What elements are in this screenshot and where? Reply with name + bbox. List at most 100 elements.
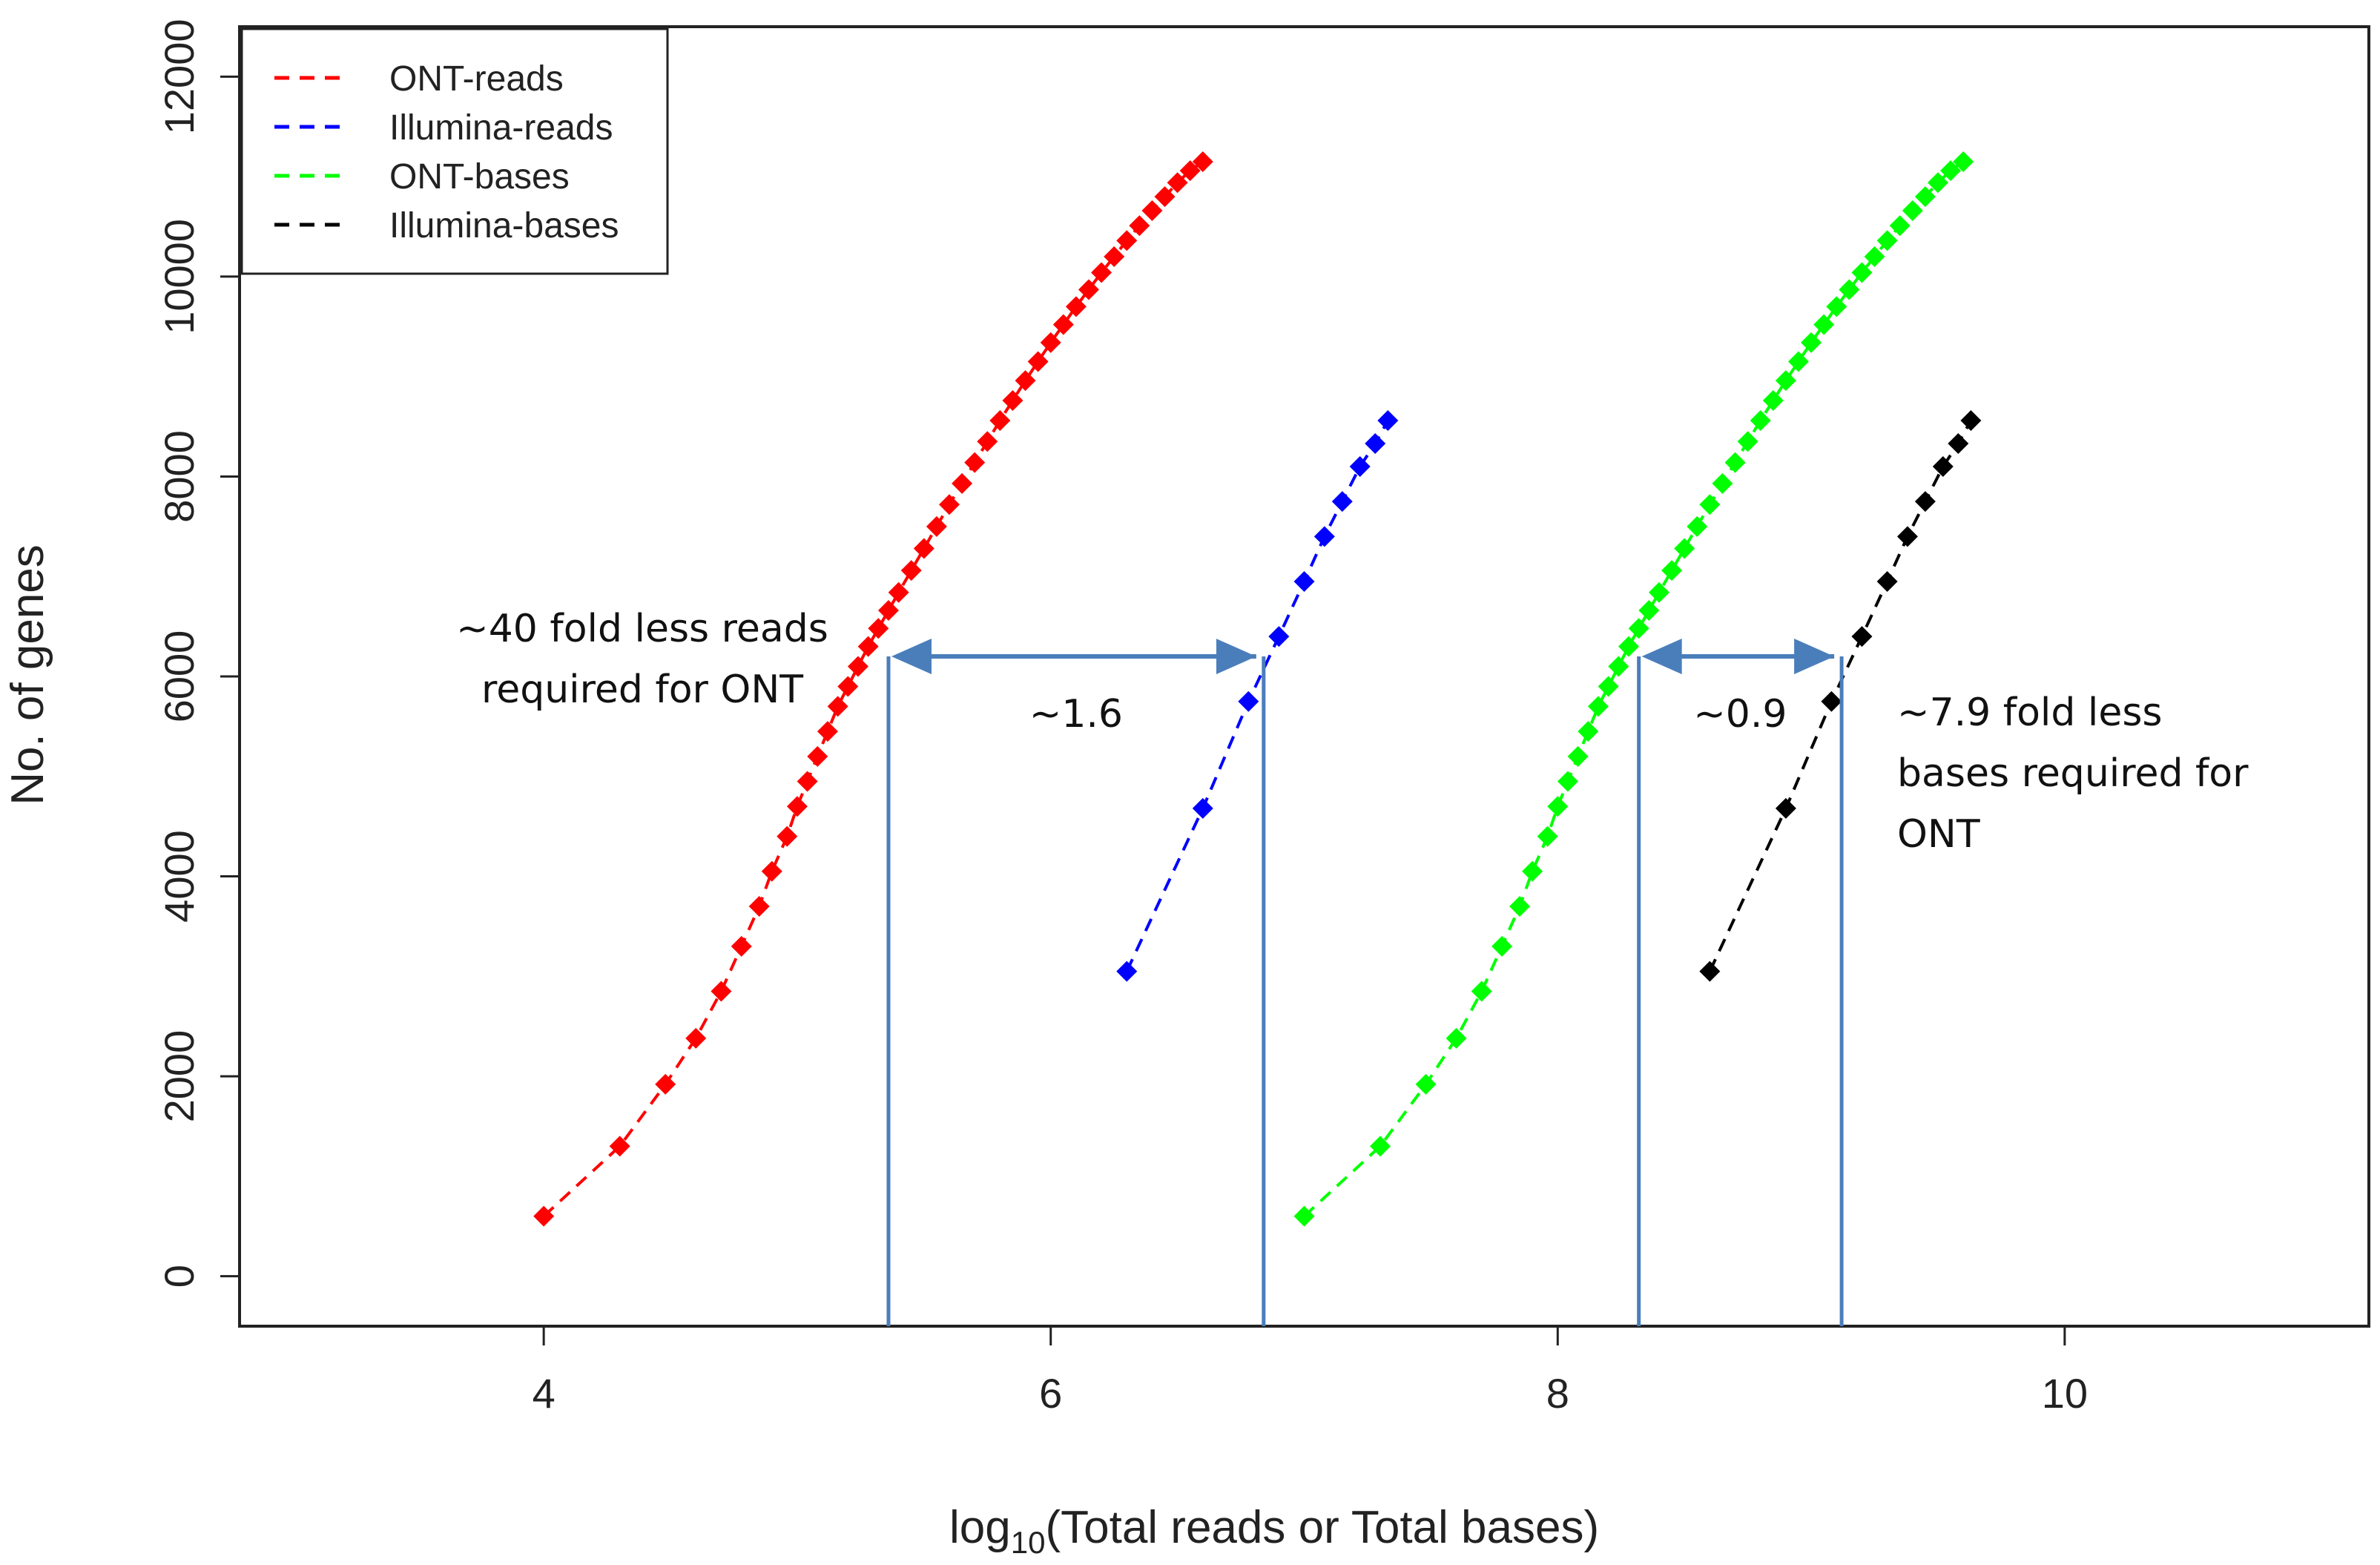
data-point-ont-bases [1638, 600, 1660, 622]
data-point-ont-reads [857, 636, 879, 657]
data-point-ont-bases [1649, 581, 1669, 603]
y-tick-label: 0 [156, 1265, 202, 1288]
data-point-illumina-bases [1876, 570, 1898, 592]
data-point-ont-bases [1687, 515, 1708, 537]
data-point-ont-reads [989, 409, 1011, 431]
data-point-ont-reads [711, 981, 732, 1002]
series-line-illumina-reads [1125, 420, 1390, 972]
data-point-ont-reads [685, 1027, 707, 1049]
data-point-illumina-reads [1349, 455, 1371, 477]
series-line-ont-bases [1303, 160, 1965, 1218]
x-tick-label: 10 [2042, 1370, 2088, 1417]
data-point-ont-bases [1826, 296, 1847, 317]
y-axis: 0 2000 4000 6000 8000 10000 12000 [156, 19, 241, 1288]
data-point-illumina-bases [1914, 491, 1936, 513]
data-point-ont-bases [1587, 696, 1609, 717]
data-point-illumina-bases [1896, 526, 1918, 547]
data-point-ont-reads [926, 515, 947, 537]
data-point-illumina-bases [1960, 409, 1982, 431]
data-point-ont-bases [1699, 494, 1721, 515]
data-point-ont-bases [1902, 200, 1923, 221]
data-point-illumina-reads [1331, 491, 1353, 513]
data-point-ont-reads [868, 618, 889, 639]
data-point-illumina-reads [1365, 432, 1386, 454]
data-point-ont-reads [939, 494, 960, 515]
legend-label-illumina-reads: Illumina-reads [389, 108, 613, 148]
data-point-ont-reads [817, 721, 838, 742]
data-point-illumina-reads [1293, 570, 1315, 592]
data-point-illumina-bases [1699, 961, 1721, 982]
data-point-ont-bases [1415, 1073, 1437, 1095]
data-point-ont-bases [1618, 636, 1639, 657]
data-point-ont-reads [1104, 246, 1125, 267]
data-point-ont-reads [952, 472, 973, 494]
y-tick-label: 8000 [156, 430, 202, 523]
data-point-ont-reads [1027, 351, 1049, 372]
data-point-ont-bases [1940, 160, 1962, 182]
x-tick-label: 6 [1039, 1370, 1062, 1417]
data-point-ont-bases [1737, 431, 1758, 452]
data-point-ont-bases [1762, 390, 1784, 412]
data-point-ont-reads [964, 452, 986, 473]
data-point-illumina-reads [1116, 961, 1138, 982]
data-point-ont-bases [1724, 452, 1746, 473]
data-point-ont-reads [1052, 314, 1074, 335]
data-point-ont-reads [777, 826, 798, 847]
x-axis: 4 6 8 10 [533, 1325, 2088, 1417]
data-point-ont-bases [1801, 332, 1822, 353]
data-point-ont-bases [1889, 215, 1911, 237]
data-point-ont-reads [900, 560, 922, 581]
data-point-ont-reads [731, 935, 752, 957]
data-point-ont-bases [1953, 151, 1974, 172]
data-point-ont-bases [1851, 262, 1873, 283]
y-tick-label: 12000 [156, 19, 202, 135]
data-point-ont-bases [1750, 409, 1771, 431]
y-tick-label: 4000 [156, 830, 202, 923]
series-line-illumina-bases [1708, 420, 1973, 972]
data-point-ont-bases [1598, 676, 1619, 697]
x-axis-title-prefix: log [949, 1502, 1011, 1553]
data-point-ont-reads [1167, 172, 1188, 194]
bases-note-line: bases required for [1897, 751, 2249, 796]
data-point-ont-bases [1674, 538, 1695, 559]
x-tick-label: 4 [533, 1370, 556, 1417]
data-point-ont-bases [1787, 351, 1809, 372]
x-axis-title-sub: 10 [1011, 1525, 1046, 1560]
data-point-illumina-reads [1268, 626, 1290, 648]
data-point-ont-bases [1712, 472, 1733, 494]
data-point-ont-reads [807, 745, 828, 767]
data-point-ont-reads [797, 771, 818, 792]
data-point-ont-reads [1129, 215, 1150, 237]
data-point-ont-bases [1661, 560, 1683, 581]
data-point-ont-reads [827, 696, 848, 717]
data-point-ont-reads [877, 600, 899, 622]
data-point-illumina-reads [1192, 797, 1213, 819]
data-point-ont-reads [1091, 262, 1112, 283]
data-point-ont-reads [1154, 186, 1176, 208]
y-axis-title: No. of genes [2, 544, 53, 805]
data-point-ont-bases [1876, 230, 1898, 251]
legend-box [240, 27, 669, 275]
data-point-illumina-reads [1377, 409, 1399, 431]
data-point-illumina-bases [1932, 455, 1954, 477]
data-point-ont-reads [1040, 332, 1061, 353]
data-point-ont-reads [533, 1205, 555, 1227]
data-point-ont-reads [847, 656, 868, 677]
data-point-ont-reads [913, 538, 934, 559]
y-tick-label: 10000 [156, 219, 202, 335]
data-point-ont-bases [1370, 1136, 1391, 1157]
data-point-ont-bases [1578, 721, 1599, 742]
legend-label-illumina-bases: Illumina-bases [389, 206, 619, 246]
data-point-ont-reads [837, 676, 859, 697]
data-point-ont-reads [977, 431, 998, 452]
data-point-illumina-bases [1948, 432, 1969, 454]
data-point-ont-bases [1547, 796, 1569, 817]
data-point-ont-bases [1491, 935, 1513, 957]
legend-label-ont-reads: ONT-reads [389, 59, 564, 99]
data-point-ont-bases [1471, 981, 1492, 1002]
data-point-ont-reads [1065, 296, 1087, 317]
data-point-ont-reads [1002, 390, 1023, 412]
data-point-ont-bases [1775, 370, 1796, 392]
data-point-ont-bases [1509, 895, 1531, 917]
